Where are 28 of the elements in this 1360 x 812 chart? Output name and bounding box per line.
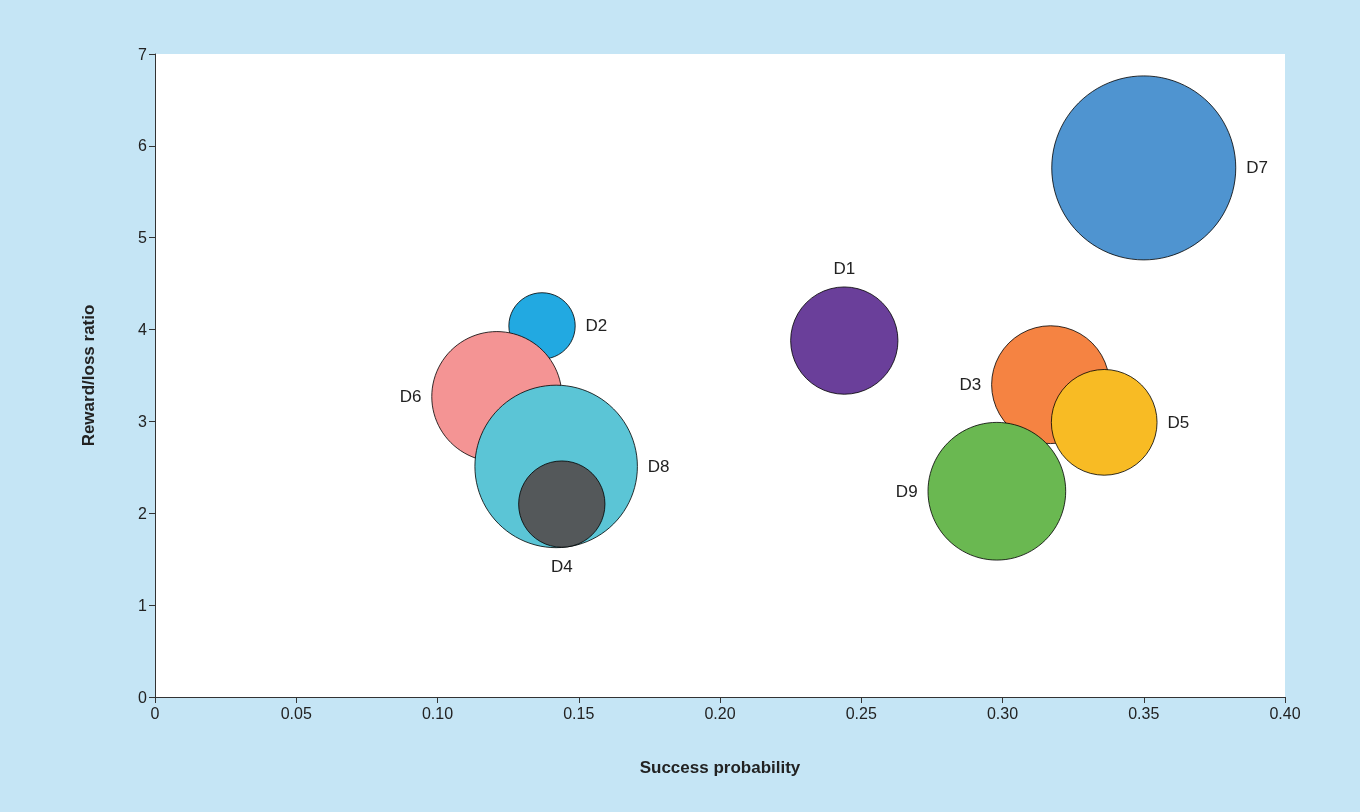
y-tick-label: 1 — [138, 596, 148, 614]
series-label: D9 — [895, 481, 918, 501]
x-tick-label: 0.40 — [1269, 704, 1301, 722]
series-label: D2 — [585, 316, 608, 336]
series-label: D6 — [399, 387, 422, 407]
x-tick-label: 0.35 — [1128, 704, 1160, 722]
y-tick-label: 7 — [138, 45, 148, 63]
y-tick-label: 6 — [138, 137, 148, 155]
y-tick-label: 0 — [138, 688, 148, 706]
x-tick-label: 0.05 — [280, 704, 312, 722]
x-tick-label: 0.20 — [704, 704, 736, 722]
y-tick-label: 5 — [138, 229, 148, 247]
series-label: D5 — [1167, 412, 1190, 432]
x-tick-label: 0.10 — [421, 704, 454, 722]
y-axis-title: Reward/loss ratio — [79, 304, 98, 447]
y-tick-label: 2 — [138, 504, 148, 522]
x-tick-label: 0 — [150, 704, 160, 722]
series-label: D7 — [1246, 158, 1268, 178]
series-label: D4 — [550, 556, 573, 576]
x-tick-label: 0.30 — [986, 704, 1019, 722]
x-tick-label: 0.15 — [563, 704, 595, 722]
x-tick-label: 0.25 — [845, 704, 877, 722]
y-tick-label: 3 — [138, 412, 148, 430]
series-label: D1 — [833, 258, 856, 278]
series-label: D8 — [647, 456, 670, 476]
y-tick-label: 4 — [138, 321, 148, 339]
series-label: D3 — [959, 375, 982, 395]
x-axis-title: Success probability — [639, 758, 801, 777]
